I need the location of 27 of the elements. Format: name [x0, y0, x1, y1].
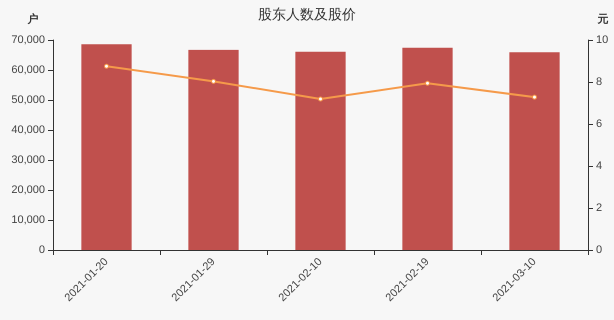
- y2-tick-label: 2: [596, 202, 602, 214]
- point: [425, 80, 430, 86]
- point: [104, 64, 109, 69]
- bar: [295, 52, 346, 250]
- bar: [188, 50, 239, 250]
- y-tick-label: 50,000: [11, 94, 45, 106]
- point: [318, 96, 323, 102]
- y-tick-label: 30,000: [11, 154, 45, 166]
- y2-tick-label: 10: [596, 34, 608, 46]
- bar: [81, 44, 132, 250]
- y-tick-label: 40,000: [11, 124, 45, 136]
- bar: [509, 52, 560, 250]
- y-tick-label: 60,000: [11, 64, 45, 76]
- bar: [402, 48, 453, 250]
- y2-tick-label: 8: [596, 76, 602, 88]
- y-tick-label: 0: [38, 244, 45, 256]
- y-axis-title: 户: [26, 12, 38, 26]
- y2-axis-title: 元: [596, 14, 608, 26]
- y2-tick-label: 6: [596, 118, 602, 130]
- y-tick-label: 20,000: [11, 184, 45, 196]
- y2-tick-label: 4: [596, 160, 602, 172]
- point: [532, 94, 537, 100]
- point: [211, 78, 216, 84]
- chart-title: 股东人数及股价: [258, 6, 356, 22]
- y-tick-label: 70,000: [11, 34, 45, 46]
- y2-tick-label: 0: [596, 244, 602, 256]
- y-tick-label: 10,000: [11, 214, 45, 226]
